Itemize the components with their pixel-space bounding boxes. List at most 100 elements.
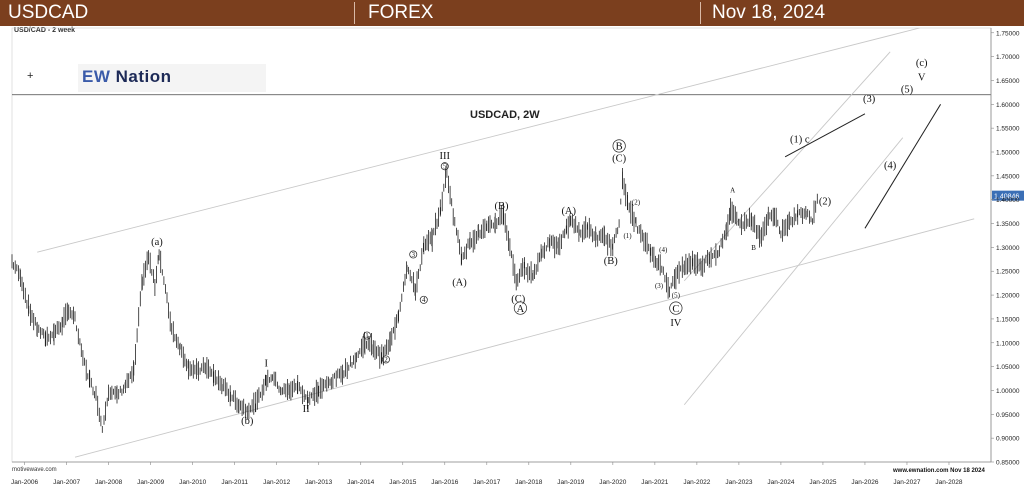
wave-label: V: [918, 72, 926, 83]
x-tick-label: Jan-2027: [893, 479, 920, 486]
wave-label: B: [751, 244, 756, 252]
wave-label-circle: [409, 250, 418, 259]
wave-label: 3: [412, 251, 416, 259]
y-tick-label: 1.65000: [996, 78, 1020, 85]
wave-label-circle: [612, 139, 626, 153]
wave-label: (1) c: [790, 134, 810, 145]
footer-left: motivewave.com: [12, 467, 57, 473]
y-tick-label: 1.35000: [996, 221, 1020, 228]
wave-label: (C): [612, 154, 627, 165]
wave-label: 1: [365, 332, 369, 340]
wave-label: A: [730, 187, 735, 195]
projection-wave-4-5: [864, 104, 942, 229]
last-price-label: 1.40846: [994, 194, 1019, 201]
x-tick-label: Jan-2019: [557, 479, 584, 486]
x-tick-label: Jan-2022: [683, 479, 710, 486]
wave-label: (A): [561, 206, 576, 217]
y-tick-label: 0.90000: [996, 436, 1020, 443]
last-price-box: [992, 190, 1024, 201]
x-tick-label: Jan-2023: [725, 479, 752, 486]
wave-label: (B): [495, 201, 510, 212]
x-tick-label: Jan-2028: [935, 479, 962, 486]
header-bar: USDCAD FOREX Nov 18, 2024: [0, 0, 1024, 26]
x-tick-label: Jan-2011: [221, 479, 248, 486]
ewnation-logo: EW Nation: [78, 64, 266, 92]
channel-lines: [37, 28, 975, 458]
wave-label: (3): [863, 94, 876, 105]
price-bars: [11, 164, 818, 433]
wave-label: (C): [511, 294, 526, 305]
upper-channel: [37, 28, 920, 253]
x-tick-label: Jan-2020: [599, 479, 626, 486]
wave-label: III: [440, 151, 451, 162]
crosshair-icon[interactable]: +: [27, 70, 34, 82]
wave-label: IV: [670, 318, 681, 329]
wave-label: A: [517, 304, 525, 315]
y-tick-label: 1.40000: [996, 197, 1020, 204]
chart-subtitle: USD/CAD - 2 week: [14, 27, 76, 34]
wave-label: (4): [884, 161, 897, 172]
y-tick-label: 1.30000: [996, 245, 1020, 252]
y-tick-label: 1.00000: [996, 388, 1020, 395]
wave-label-circle: [363, 331, 371, 340]
symbol-label: USDCAD: [8, 2, 89, 23]
wave-label-circle: [419, 295, 428, 304]
wave-label: I: [264, 359, 268, 370]
y-tick-label: 1.20000: [996, 293, 1020, 300]
wave-label: 5: [443, 163, 447, 171]
x-tick-label: Jan-2017: [473, 479, 500, 486]
y-tick-label: 1.05000: [996, 364, 1020, 371]
wave-label: (a): [151, 237, 163, 248]
x-tick-label: Jan-2008: [95, 479, 122, 486]
y-tick-label: 1.10000: [996, 340, 1020, 347]
wave-label: 2: [384, 356, 388, 364]
x-tick-label: Jan-2025: [809, 479, 836, 486]
price-series: 1.40846: [11, 164, 1024, 433]
x-tick-label: Jan-2026: [851, 479, 878, 486]
x-tick-label: Jan-2016: [431, 479, 458, 486]
wave-label: (5): [901, 84, 914, 95]
market-label: FOREX: [368, 2, 434, 23]
wave-label: (2): [819, 196, 832, 207]
wave-label: (b): [241, 416, 254, 427]
projection-channel-upper: [683, 51, 891, 282]
x-tick-label: Jan-2015: [389, 479, 416, 486]
projection-wave-1-3: [784, 113, 866, 158]
y-tick-label: 1.45000: [996, 173, 1020, 180]
y-tick-label: 1.75000: [996, 30, 1020, 37]
logo-part1: EW: [82, 67, 111, 86]
wave-label: (4): [659, 246, 668, 254]
x-axis: Jan-2006 Jan-2007 Jan-2008 Jan-2009 Jan-2010…: [11, 461, 991, 486]
wave-label: (5): [672, 291, 681, 299]
date-label: Nov 18, 2024: [712, 2, 826, 23]
x-tick-label: Jan-2021: [641, 479, 668, 486]
wave-label: 4: [422, 296, 426, 304]
y-tick-label: 0.85000: [996, 460, 1020, 467]
chart-title: USDCAD, 2W: [470, 109, 540, 121]
wave-label: II: [303, 404, 310, 415]
lower-channel: [74, 218, 975, 458]
y-axis: 0.85000 0.90000 0.95000 1.00000 1.05000 1.100…: [990, 28, 1020, 467]
wave-label-circle: [513, 301, 527, 315]
y-tick-label: 1.55000: [996, 126, 1020, 133]
wave-label: B: [616, 142, 623, 153]
x-tick-label: Jan-2007: [53, 479, 80, 486]
y-tick-label: 1.25000: [996, 269, 1020, 276]
x-tick-label: Jan-2009: [137, 479, 164, 486]
x-tick-label: Jan-2012: [263, 479, 290, 486]
wave-labels: (a)(b)III1234III5(A)(B)(C)A(A)(B)B(C)(1)…: [151, 58, 928, 427]
wave-label: (3): [655, 282, 664, 290]
y-tick-label: 1.70000: [996, 54, 1020, 61]
wave-label: (1): [623, 232, 632, 240]
wave-label-circle: [440, 162, 449, 171]
wave-label: (B): [604, 256, 619, 267]
projection-channel-lower: [683, 137, 904, 406]
wave-label-circle: [382, 355, 390, 364]
wave-label-circle: [669, 301, 683, 315]
wave-label: (c): [916, 58, 928, 69]
wave-label: C: [672, 304, 679, 315]
y-tick-label: 1.50000: [996, 150, 1020, 157]
x-tick-label: Jan-2006: [11, 479, 38, 486]
x-tick-label: Jan-2018: [515, 479, 542, 486]
